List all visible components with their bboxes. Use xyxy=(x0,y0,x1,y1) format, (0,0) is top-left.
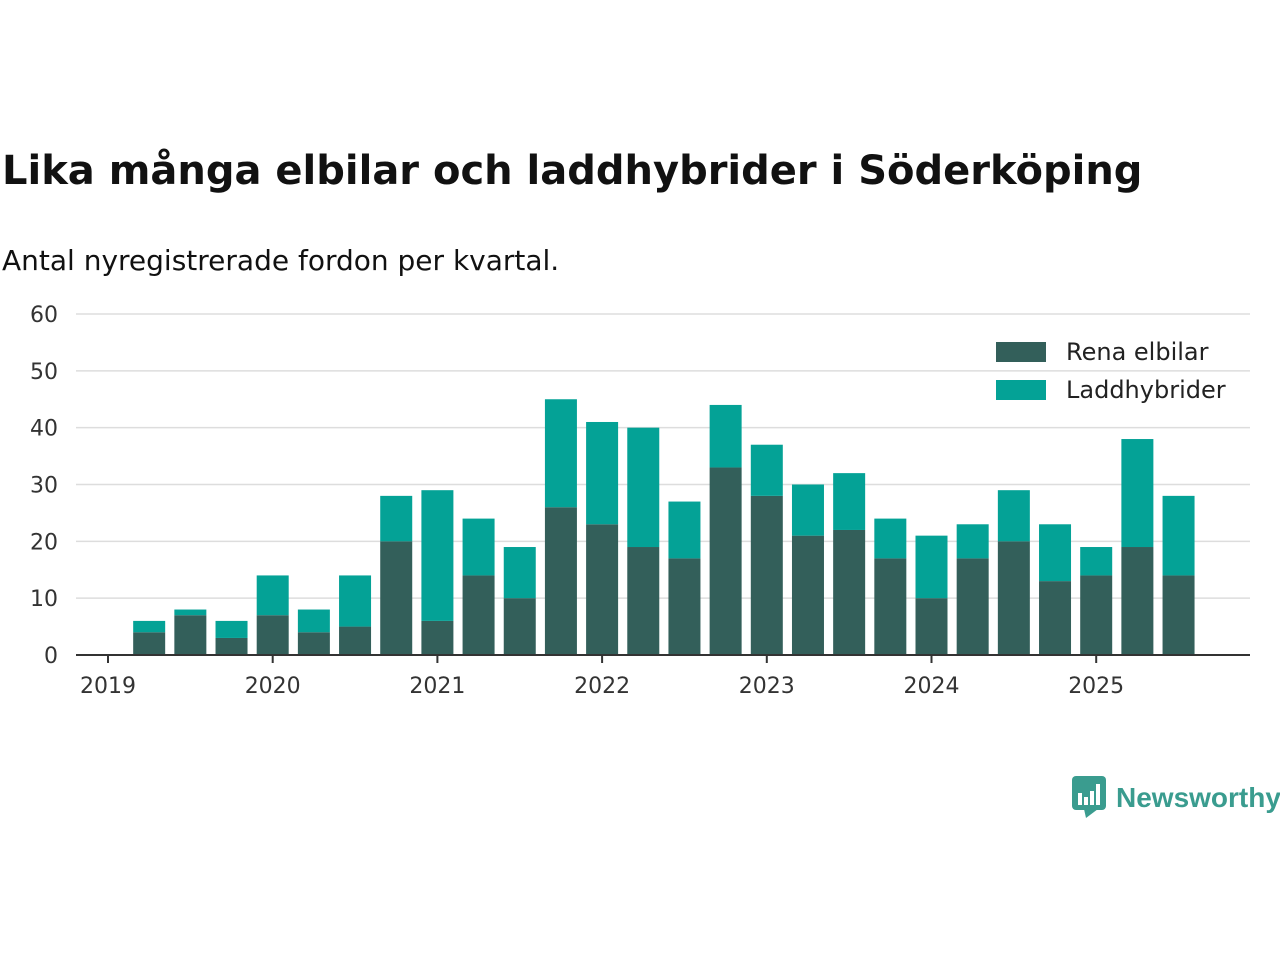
bar-rena-elbilar xyxy=(833,529,866,655)
bar-laddhybrider xyxy=(380,495,413,542)
bar-rena-elbilar xyxy=(915,598,948,655)
bars xyxy=(133,399,1195,655)
bar-laddhybrider xyxy=(1162,495,1195,576)
bar-rena-elbilar xyxy=(997,541,1030,655)
bar-rena-elbilar xyxy=(133,632,166,655)
bar-laddhybrider xyxy=(997,490,1030,542)
legend-swatch-laddhybrider xyxy=(996,380,1046,400)
legend: Rena elbilar Laddhybrider xyxy=(996,338,1226,404)
y-axis-tick-labels: 0 10 20 30 40 50 60 xyxy=(30,303,58,669)
bar-rena-elbilar xyxy=(174,615,207,655)
bar-laddhybrider xyxy=(297,609,330,633)
bar-laddhybrider xyxy=(421,490,454,621)
x-tick-label: 2019 xyxy=(80,674,136,699)
bar-rena-elbilar xyxy=(1080,575,1113,655)
bar-laddhybrider xyxy=(544,399,577,508)
bar-rena-elbilar xyxy=(791,535,824,655)
bar-rena-elbilar xyxy=(297,632,330,655)
bar-laddhybrider xyxy=(956,524,989,559)
bar-rena-elbilar xyxy=(503,598,536,655)
x-tick-label: 2023 xyxy=(739,674,795,699)
bar-rena-elbilar xyxy=(215,637,248,655)
bar-rena-elbilar xyxy=(462,575,495,655)
y-tick-label: 60 xyxy=(30,303,58,328)
bar-laddhybrider xyxy=(256,575,289,616)
bar-rena-elbilar xyxy=(668,558,701,655)
bar-laddhybrider xyxy=(915,535,948,599)
bar-rena-elbilar xyxy=(586,524,619,655)
bar-rena-elbilar xyxy=(1121,547,1154,655)
bar-laddhybrider xyxy=(750,444,783,496)
newsworthy-logo-icon xyxy=(1072,776,1106,818)
bar-laddhybrider xyxy=(503,547,536,599)
y-tick-label: 40 xyxy=(30,417,58,442)
newsworthy-logo: Newsworthy xyxy=(1072,776,1280,820)
bar-rena-elbilar xyxy=(1162,575,1195,655)
bar-laddhybrider xyxy=(1121,439,1154,548)
bar-laddhybrider xyxy=(1039,524,1072,582)
bar-laddhybrider xyxy=(668,501,701,559)
bar-rena-elbilar xyxy=(256,615,289,655)
bar-laddhybrider xyxy=(339,575,372,627)
bar-laddhybrider xyxy=(215,620,248,638)
bar-rena-elbilar xyxy=(750,495,783,655)
bar-rena-elbilar xyxy=(1039,581,1072,655)
legend-swatch-rena-elbilar xyxy=(996,342,1046,362)
bar-laddhybrider xyxy=(174,609,207,616)
bar-rena-elbilar xyxy=(380,541,413,655)
brand-name: Newsworthy xyxy=(1116,782,1280,813)
y-tick-label: 30 xyxy=(30,474,58,499)
x-tick-label: 2021 xyxy=(409,674,465,699)
x-tick-label: 2024 xyxy=(904,674,960,699)
bar-laddhybrider xyxy=(462,518,495,576)
x-tick-label: 2025 xyxy=(1068,674,1124,699)
bar-laddhybrider xyxy=(586,421,619,525)
y-tick-label: 10 xyxy=(30,587,58,612)
bar-laddhybrider xyxy=(874,518,907,559)
x-tick-label: 2020 xyxy=(245,674,301,699)
y-tick-label: 0 xyxy=(44,644,58,669)
legend-label-laddhybrider: Laddhybrider xyxy=(1066,376,1226,404)
bar-rena-elbilar xyxy=(627,547,660,655)
bar-laddhybrider xyxy=(1080,547,1113,576)
x-axis-ticks: 2019 2020 2021 2022 2023 2024 2025 xyxy=(80,655,1124,699)
bar-laddhybrider xyxy=(709,404,742,468)
bar-laddhybrider xyxy=(627,427,660,548)
bar-rena-elbilar xyxy=(709,467,742,655)
bar-rena-elbilar xyxy=(421,620,454,655)
legend-label-rena-elbilar: Rena elbilar xyxy=(1066,338,1209,366)
x-tick-label: 2022 xyxy=(574,674,630,699)
bar-rena-elbilar xyxy=(339,626,372,655)
bar-rena-elbilar xyxy=(874,558,907,655)
chart-title: Lika många elbilar och laddhybrider i Sö… xyxy=(2,148,1143,194)
bar-laddhybrider xyxy=(791,484,824,536)
chart-subtitle: Antal nyregistrerade fordon per kvartal. xyxy=(2,244,560,277)
bar-laddhybrider xyxy=(133,620,166,633)
bar-laddhybrider xyxy=(833,473,866,530)
bar-rena-elbilar xyxy=(956,558,989,655)
y-tick-label: 20 xyxy=(30,530,58,555)
y-tick-label: 50 xyxy=(30,360,58,385)
bar-rena-elbilar xyxy=(544,507,577,655)
